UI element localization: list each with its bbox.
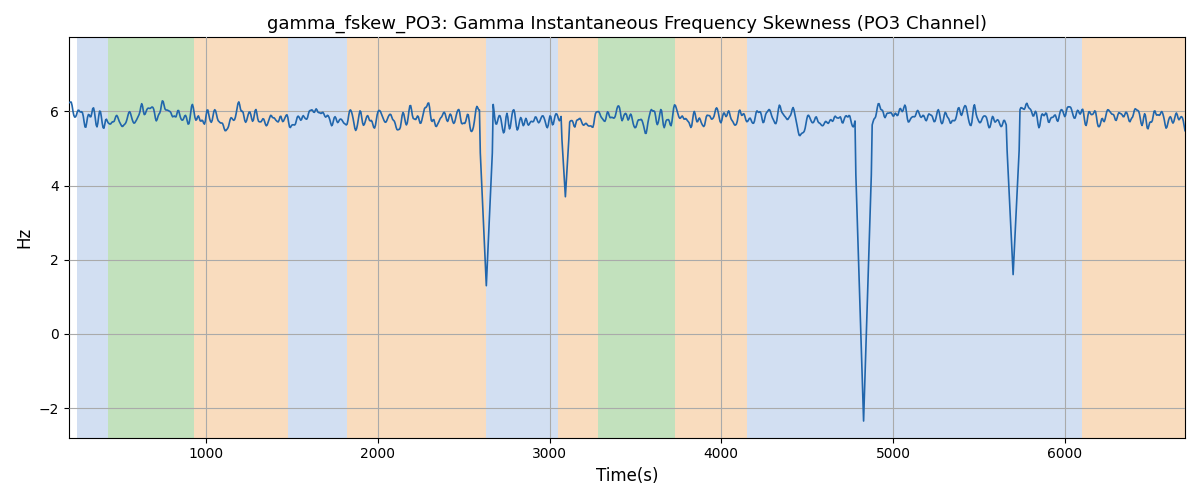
Bar bbox=[1082, 38, 1186, 438]
Bar bbox=[194, 38, 288, 438]
Bar bbox=[108, 38, 194, 438]
Bar bbox=[288, 38, 347, 438]
Bar bbox=[77, 38, 108, 438]
Bar bbox=[674, 38, 748, 438]
Bar bbox=[486, 38, 558, 438]
Title: gamma_fskew_PO3: Gamma Instantaneous Frequency Skewness (PO3 Channel): gamma_fskew_PO3: Gamma Instantaneous Fre… bbox=[266, 15, 986, 34]
Bar bbox=[558, 38, 598, 438]
Bar bbox=[748, 38, 1082, 438]
Bar bbox=[598, 38, 674, 438]
Y-axis label: Hz: Hz bbox=[16, 227, 34, 248]
Bar bbox=[347, 38, 486, 438]
X-axis label: Time(s): Time(s) bbox=[595, 467, 658, 485]
